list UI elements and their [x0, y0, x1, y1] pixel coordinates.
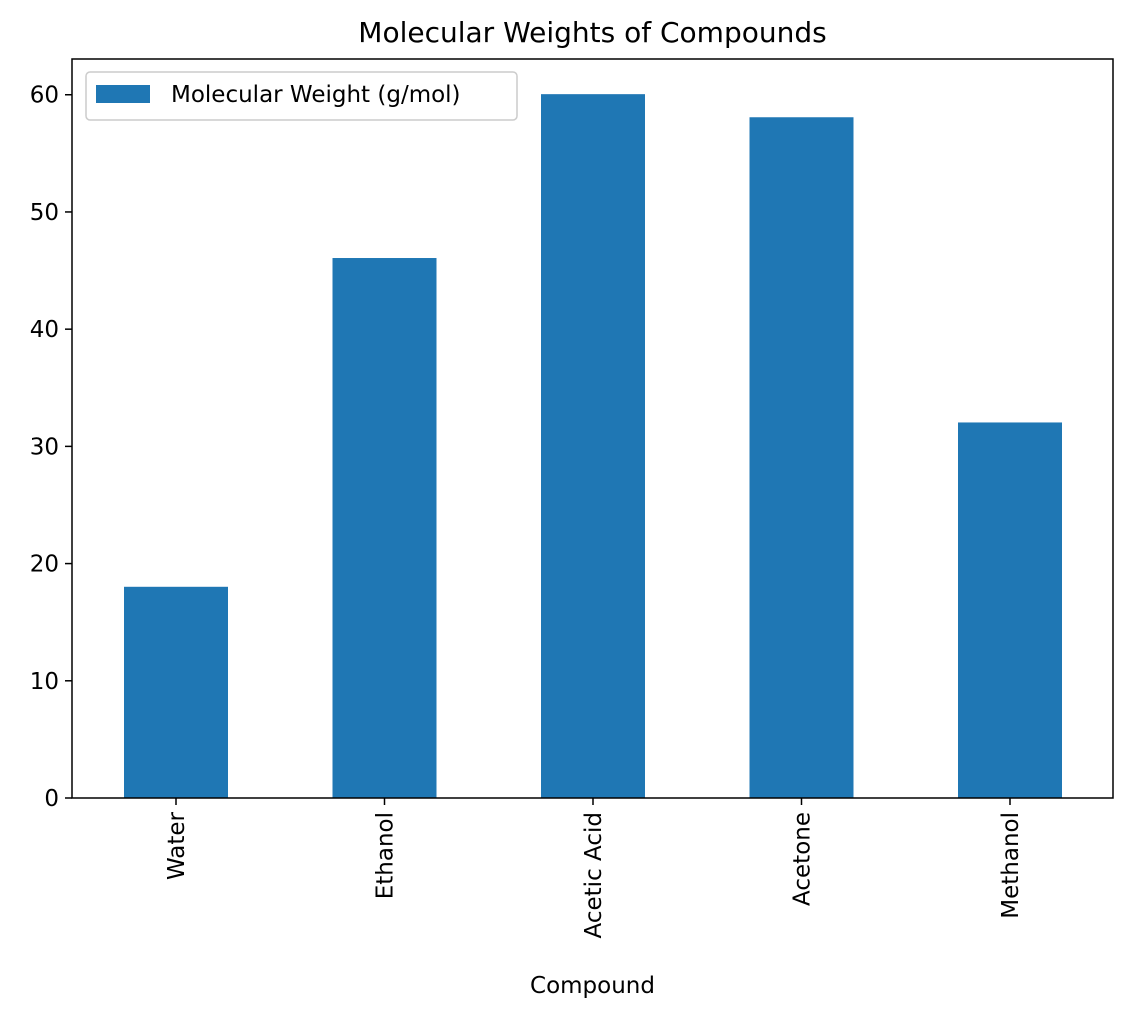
y-axis: 0 10 20 30 40 50 60	[30, 83, 72, 812]
x-tick-label-acetic-acid: Acetic Acid	[581, 812, 607, 938]
y-tick-label-60: 60	[30, 83, 59, 109]
legend-box	[85, 71, 518, 121]
x-tick-label-ethanol: Ethanol	[373, 812, 399, 899]
bar-acetic-acid	[541, 94, 645, 798]
x-tick-label-acetone: Acetone	[790, 812, 816, 906]
bar-acetone	[749, 117, 854, 798]
bars	[124, 94, 1062, 798]
y-tick-label-50: 50	[30, 200, 59, 226]
legend: Molecular Weight (g/mol)	[85, 71, 518, 121]
x-tick-label-water: Water	[164, 811, 190, 880]
plot-frame	[71, 58, 1114, 799]
x-axis: Water Ethanol Acetic Acid Acetone Methanol	[164, 798, 1024, 938]
y-tick-label-0: 0	[44, 786, 59, 812]
bar-water	[124, 586, 228, 798]
y-tick-label-30: 30	[30, 434, 59, 460]
chart-title: Molecular Weights of Compounds	[358, 16, 826, 49]
legend-label: Molecular Weight (g/mol)	[171, 82, 461, 108]
y-tick-label-20: 20	[30, 552, 59, 578]
y-tick-label-10: 10	[30, 669, 59, 695]
bar-methanol	[958, 422, 1062, 798]
x-tick-label-methanol: Methanol	[998, 812, 1024, 919]
legend-swatch	[96, 85, 150, 103]
y-tick-label-40: 40	[30, 317, 59, 343]
x-axis-label: Compound	[530, 973, 655, 999]
bar-ethanol	[332, 258, 437, 798]
